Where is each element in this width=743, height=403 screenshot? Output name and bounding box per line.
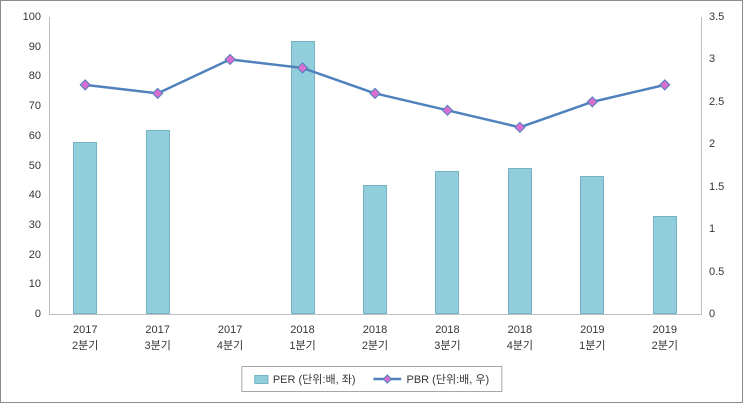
right-axis-tick: 3.5 bbox=[709, 11, 725, 23]
left-axis-tick: 30 bbox=[28, 218, 41, 231]
legend-item-per: PER (단위:배, 좌) bbox=[253, 371, 356, 387]
pbr-marker-diamond-icon bbox=[369, 87, 381, 100]
per-bar bbox=[580, 175, 605, 314]
pbr-marker-diamond-icon bbox=[79, 79, 91, 91]
x-axis-category-label: 2017 2분기 bbox=[72, 324, 99, 352]
legend-item-pbr: PBR (단위:배, 우) bbox=[373, 371, 490, 387]
pbr-line-marker-icon bbox=[373, 374, 402, 384]
per-bar bbox=[507, 168, 532, 314]
per-bar bbox=[73, 141, 98, 314]
right-axis-line bbox=[701, 17, 702, 314]
left-axis-tick: 80 bbox=[28, 70, 41, 83]
right-axis-tick: 2.5 bbox=[709, 95, 725, 108]
left-axis-tick: 50 bbox=[28, 159, 41, 172]
pbr-marker-diamond-icon bbox=[224, 53, 236, 66]
pbr-marker-diamond-icon bbox=[296, 62, 309, 74]
left-axis-tick: 20 bbox=[28, 248, 41, 261]
x-axis-category-label: 2019 2분기 bbox=[651, 324, 678, 352]
pbr-marker-diamond-icon bbox=[659, 79, 671, 91]
pbr-marker-diamond-icon bbox=[586, 96, 599, 108]
x-axis-category-label: 2018 4분기 bbox=[506, 324, 534, 352]
right-axis-tick: 0 bbox=[709, 308, 716, 320]
left-axis-tick: 60 bbox=[28, 129, 41, 142]
x-axis-category-label: 2019 1분기 bbox=[579, 324, 606, 352]
legend-label-per: PER (단위:배, 좌) bbox=[272, 374, 356, 386]
legend: PER (단위:배, 좌) PBR (단위:배, 우) bbox=[240, 366, 503, 392]
left-axis-line bbox=[49, 17, 50, 314]
pbr-marker-diamond-icon bbox=[441, 104, 454, 117]
x-axis-category-label: 2018 2분기 bbox=[361, 324, 389, 352]
right-axis-tick: 1 bbox=[709, 223, 716, 236]
x-axis-category-label: 2018 1분기 bbox=[289, 324, 316, 352]
per-bar bbox=[652, 215, 677, 314]
x-axis-line bbox=[49, 314, 702, 315]
x-axis-category-label: 2017 3분기 bbox=[144, 324, 171, 352]
left-axis-tick: 40 bbox=[28, 189, 41, 202]
per-swatch-icon bbox=[253, 374, 268, 384]
left-axis-tick: 90 bbox=[28, 40, 41, 53]
left-axis-tick: 70 bbox=[28, 100, 41, 113]
per-bar bbox=[363, 184, 387, 314]
per-bar bbox=[435, 171, 460, 314]
pbr-marker-diamond-icon bbox=[151, 87, 164, 100]
left-axis-tick: 10 bbox=[28, 278, 41, 291]
right-axis-tick: 3 bbox=[709, 53, 716, 66]
pbr-marker-diamond-icon bbox=[514, 121, 526, 134]
legend-label-pbr: PBR (단위:배, 우) bbox=[406, 374, 490, 386]
x-axis-category-label: 2017 4분기 bbox=[216, 324, 244, 352]
left-axis-tick: 0 bbox=[34, 308, 41, 320]
per-bar bbox=[145, 129, 170, 314]
right-axis-tick: 2 bbox=[709, 138, 716, 151]
left-axis-tick: 100 bbox=[22, 11, 41, 23]
right-axis-tick: 0.5 bbox=[709, 265, 725, 278]
x-axis-category-label: 2018 3분기 bbox=[434, 324, 461, 352]
per-bar bbox=[290, 40, 315, 314]
right-axis-tick: 1.5 bbox=[709, 180, 725, 193]
